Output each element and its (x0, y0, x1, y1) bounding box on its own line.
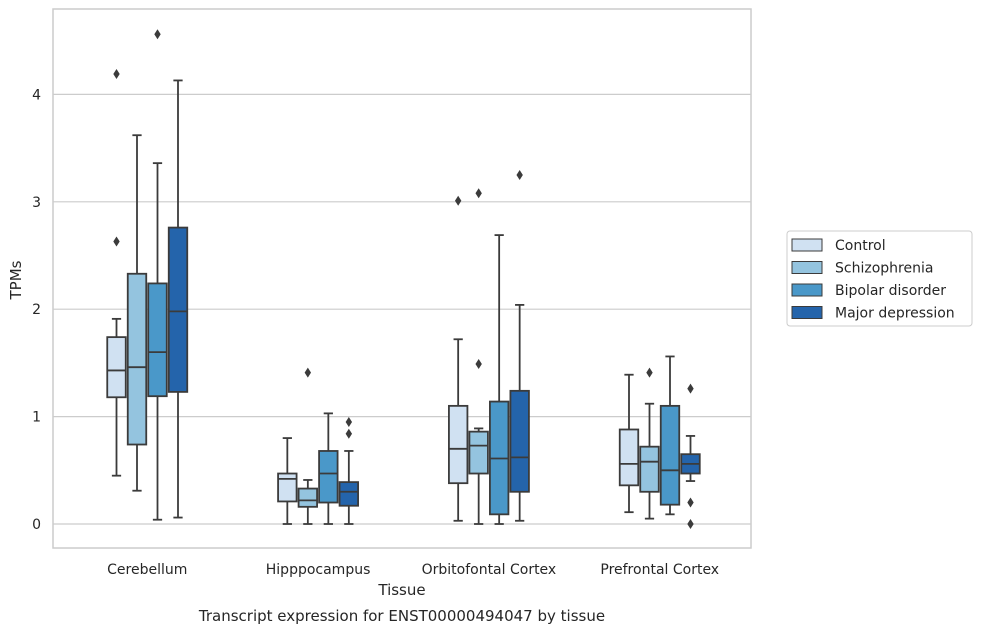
x-tick-label: Orbitofontal Cortex (422, 562, 557, 578)
legend: Control Schizophrenia Bipolar disorder Majo… (786, 230, 973, 327)
legend-swatch (791, 283, 823, 297)
outlier-point (516, 169, 523, 180)
y-tick-label: 2 (32, 302, 41, 318)
box-major-depression (509, 169, 530, 522)
outlier-point (454, 195, 462, 206)
box-iqr (167, 226, 189, 393)
legend-frame (786, 230, 973, 327)
box-bipolar-disorder (489, 234, 510, 525)
outlier-point (646, 367, 653, 378)
legend-swatch (791, 238, 823, 252)
box-iqr (639, 445, 660, 493)
box-bipolar-disorder (318, 412, 339, 525)
box-control (448, 195, 469, 522)
box-iqr (147, 282, 168, 398)
x-axis-label: Tissue (377, 581, 425, 599)
legend-label: Bipolar disorder (835, 283, 946, 299)
box-iqr (509, 389, 530, 493)
box-iqr (318, 450, 339, 504)
box-iqr (448, 404, 469, 485)
box-iqr (338, 481, 359, 507)
box-iqr (618, 428, 640, 487)
legend-swatch (791, 306, 823, 319)
y-axis-ticks: 0 1 2 3 4 (32, 87, 41, 533)
x-tick-label: Cerebellum (107, 562, 187, 578)
y-tick-label: 3 (32, 195, 41, 211)
box-iqr (106, 336, 127, 399)
box-major-depression (680, 383, 701, 529)
box-control (106, 68, 127, 477)
box-major-depression (338, 416, 359, 525)
x-tick-label: Hipppocampus (266, 562, 371, 578)
box-schizophrenia (639, 367, 660, 520)
boxes-layer (106, 29, 701, 529)
box-bipolar-disorder (659, 355, 681, 516)
legend-swatch (791, 261, 823, 274)
outlier-point (687, 383, 694, 394)
outlier-point (345, 428, 353, 439)
outlier-point (113, 236, 120, 247)
box-bipolar-disorder (147, 29, 168, 521)
outlier-point (687, 519, 694, 529)
x-tick-label: Prefrontal Cortex (600, 562, 719, 578)
outlier-point (154, 29, 161, 40)
y-axis-label: TPMs (7, 260, 25, 300)
box-control (277, 437, 298, 525)
box-major-depression (167, 79, 189, 519)
box-schizophrenia (297, 367, 318, 525)
y-tick-label: 4 (32, 87, 41, 103)
outlier-point (304, 367, 312, 378)
legend-label: Major depression (835, 306, 955, 322)
box-iqr (659, 404, 681, 506)
box-schizophrenia (126, 134, 148, 492)
y-tick-label: 0 (32, 517, 41, 533)
outlier-point (475, 188, 482, 199)
box-iqr (297, 487, 318, 508)
legend-label: Control (835, 238, 886, 254)
outlier-point (687, 497, 694, 508)
box-control (618, 373, 640, 514)
legend-label: Schizophrenia (835, 261, 933, 277)
x-axis-ticks: Cerebellum Hipppocampus Orbitofontal Corte… (107, 562, 719, 578)
box-iqr (277, 472, 298, 503)
box-iqr (126, 272, 148, 446)
outlier-point (345, 416, 353, 427)
y-tick-label: 1 (32, 410, 41, 426)
box-schizophrenia (468, 188, 489, 525)
chart-caption: Transcript expression for ENST0000049404… (198, 607, 605, 625)
box-iqr (468, 430, 489, 475)
outlier-point (113, 68, 120, 79)
outlier-point (475, 358, 482, 369)
